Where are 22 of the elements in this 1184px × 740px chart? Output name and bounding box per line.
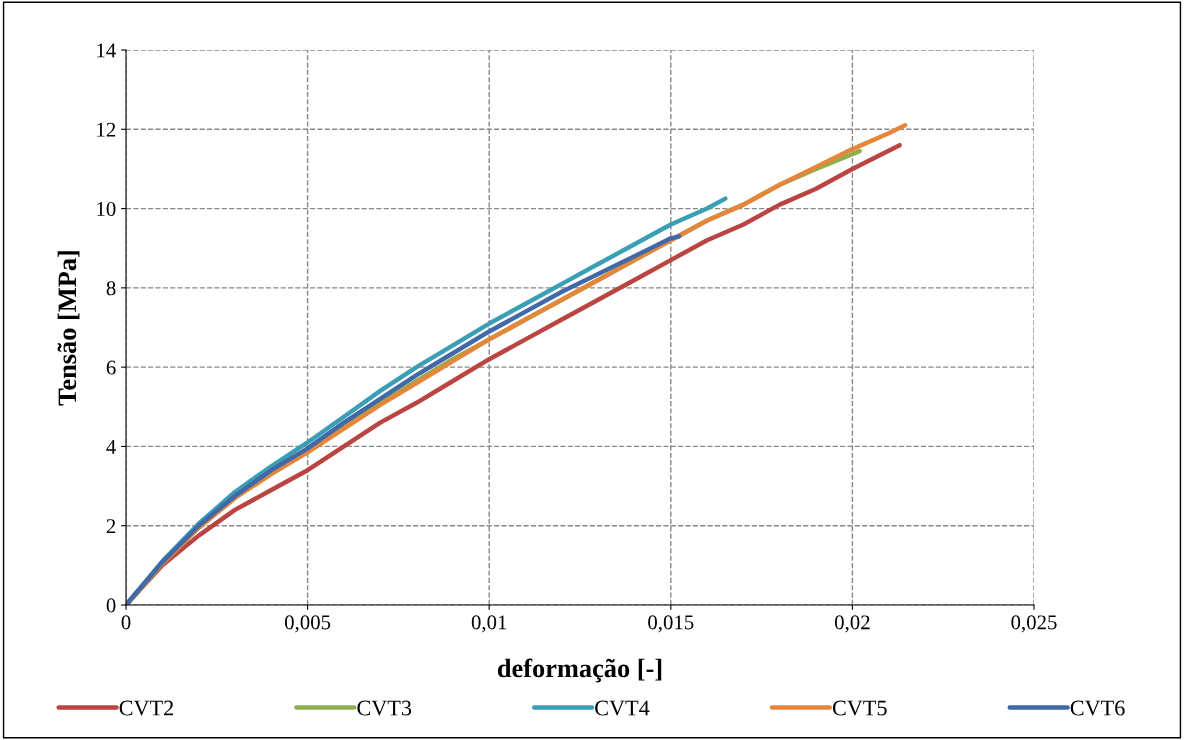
x-tick-label: 0 — [121, 615, 131, 630]
legend-label: CVT4 — [595, 700, 650, 716]
y-tick-label: 4 — [106, 439, 116, 454]
y-tick-label: 0 — [106, 598, 116, 613]
x-tick-label: 0,005 — [284, 615, 331, 633]
y-tick-label: 8 — [106, 281, 116, 296]
legend-label: CVT2 — [119, 700, 173, 716]
y-tick-label: 12 — [97, 122, 116, 137]
y-tick-label: 2 — [106, 519, 116, 533]
x-tick-label: 0,02 — [834, 615, 870, 633]
legend-label: CVT6 — [1070, 700, 1125, 716]
legend-label: CVT5 — [832, 700, 887, 716]
y-tick-label: 10 — [97, 201, 116, 216]
x-tick-label: 0,015 — [648, 615, 694, 633]
y-tick-label: 6 — [106, 360, 116, 375]
legend-label: CVT3 — [357, 700, 412, 716]
y-tick-label: 14 — [97, 43, 116, 58]
x-axis-title: deformação [-] — [497, 658, 662, 683]
line-series — [126, 234, 682, 605]
y-axis-title: Tensão [MPa] — [57, 251, 80, 406]
x-tick-label: 0,025 — [1011, 615, 1057, 633]
x-tick-label: 0,01 — [471, 615, 507, 633]
